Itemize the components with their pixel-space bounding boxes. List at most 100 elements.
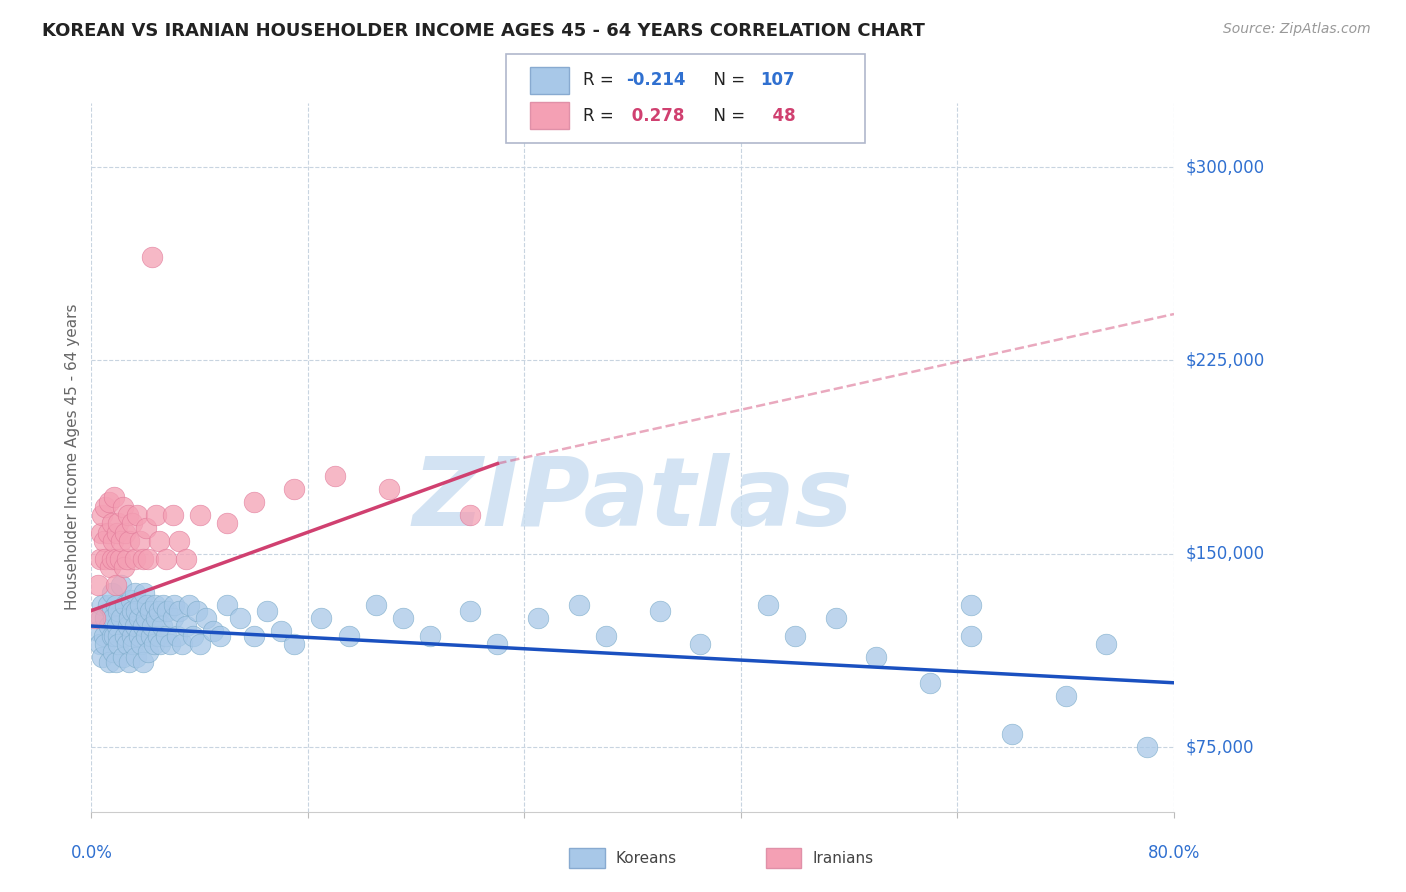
- Point: [163, 599, 186, 613]
- Point: [145, 508, 167, 523]
- Y-axis label: Householder Income Ages 45 - 64 years: Householder Income Ages 45 - 64 years: [65, 304, 80, 610]
- Point: [195, 611, 218, 625]
- Point: [107, 604, 129, 618]
- Point: [458, 508, 481, 523]
- Point: [785, 629, 807, 643]
- Point: [162, 508, 184, 523]
- Text: Iranians: Iranians: [813, 851, 873, 865]
- Point: [121, 629, 143, 643]
- Point: [111, 650, 134, 665]
- Point: [148, 533, 170, 548]
- Point: [960, 629, 983, 643]
- Point: [174, 619, 197, 633]
- Point: [129, 533, 152, 548]
- Point: [149, 637, 172, 651]
- Text: 80.0%: 80.0%: [1147, 844, 1201, 862]
- Point: [108, 552, 131, 566]
- Point: [122, 637, 145, 651]
- Point: [202, 624, 225, 639]
- Point: [215, 516, 238, 530]
- Text: R =: R =: [583, 71, 620, 89]
- Point: [120, 593, 142, 607]
- Point: [100, 585, 122, 599]
- Point: [118, 611, 141, 625]
- Point: [162, 611, 184, 625]
- Text: N =: N =: [703, 71, 751, 89]
- Point: [378, 483, 401, 497]
- Text: Source: ZipAtlas.com: Source: ZipAtlas.com: [1223, 22, 1371, 37]
- Point: [100, 516, 122, 530]
- Point: [152, 599, 174, 613]
- Point: [139, 629, 162, 643]
- Point: [84, 611, 107, 625]
- Point: [181, 629, 204, 643]
- Point: [94, 552, 117, 566]
- Point: [1136, 740, 1159, 755]
- Point: [112, 559, 135, 574]
- Point: [960, 599, 983, 613]
- Point: [177, 599, 200, 613]
- Point: [283, 483, 305, 497]
- Text: 48: 48: [761, 107, 796, 125]
- Point: [94, 611, 117, 625]
- Point: [689, 637, 711, 651]
- Point: [97, 599, 120, 613]
- Point: [117, 508, 139, 523]
- Point: [97, 526, 120, 541]
- Point: [136, 645, 159, 659]
- Text: $300,000: $300,000: [1185, 158, 1264, 176]
- Point: [256, 604, 278, 618]
- Point: [89, 552, 111, 566]
- Point: [391, 611, 413, 625]
- Point: [127, 508, 149, 523]
- Point: [141, 250, 163, 264]
- Point: [155, 552, 177, 566]
- Point: [124, 552, 146, 566]
- Text: N =: N =: [703, 107, 751, 125]
- Point: [567, 599, 591, 613]
- Point: [136, 552, 159, 566]
- Point: [1095, 637, 1118, 651]
- Point: [527, 611, 550, 625]
- Point: [186, 604, 208, 618]
- Point: [143, 599, 166, 613]
- Point: [146, 629, 169, 643]
- Point: [104, 578, 127, 592]
- Point: [101, 533, 124, 548]
- Point: [94, 637, 117, 651]
- Point: [90, 526, 112, 541]
- Point: [155, 629, 177, 643]
- Point: [101, 645, 124, 659]
- Point: [920, 675, 942, 690]
- Point: [128, 629, 150, 643]
- Point: [115, 552, 138, 566]
- Point: [87, 624, 110, 639]
- Point: [135, 611, 156, 625]
- Point: [125, 604, 148, 618]
- Point: [148, 604, 170, 618]
- Point: [128, 611, 150, 625]
- Point: [125, 650, 148, 665]
- Text: ZIPatlas: ZIPatlas: [412, 453, 853, 546]
- Point: [100, 604, 122, 618]
- Point: [132, 619, 155, 633]
- Point: [283, 637, 305, 651]
- Point: [90, 611, 112, 625]
- Point: [215, 599, 238, 613]
- Point: [170, 637, 193, 651]
- Text: R =: R =: [583, 107, 620, 125]
- Point: [104, 552, 127, 566]
- Point: [142, 637, 165, 651]
- Point: [132, 655, 155, 669]
- Point: [93, 629, 115, 643]
- Point: [110, 533, 132, 548]
- Point: [91, 599, 114, 613]
- Point: [94, 500, 117, 515]
- Point: [135, 521, 156, 535]
- Point: [229, 611, 252, 625]
- Point: [107, 516, 129, 530]
- Point: [419, 629, 441, 643]
- Point: [595, 629, 617, 643]
- Point: [242, 495, 264, 509]
- Point: [1001, 727, 1024, 741]
